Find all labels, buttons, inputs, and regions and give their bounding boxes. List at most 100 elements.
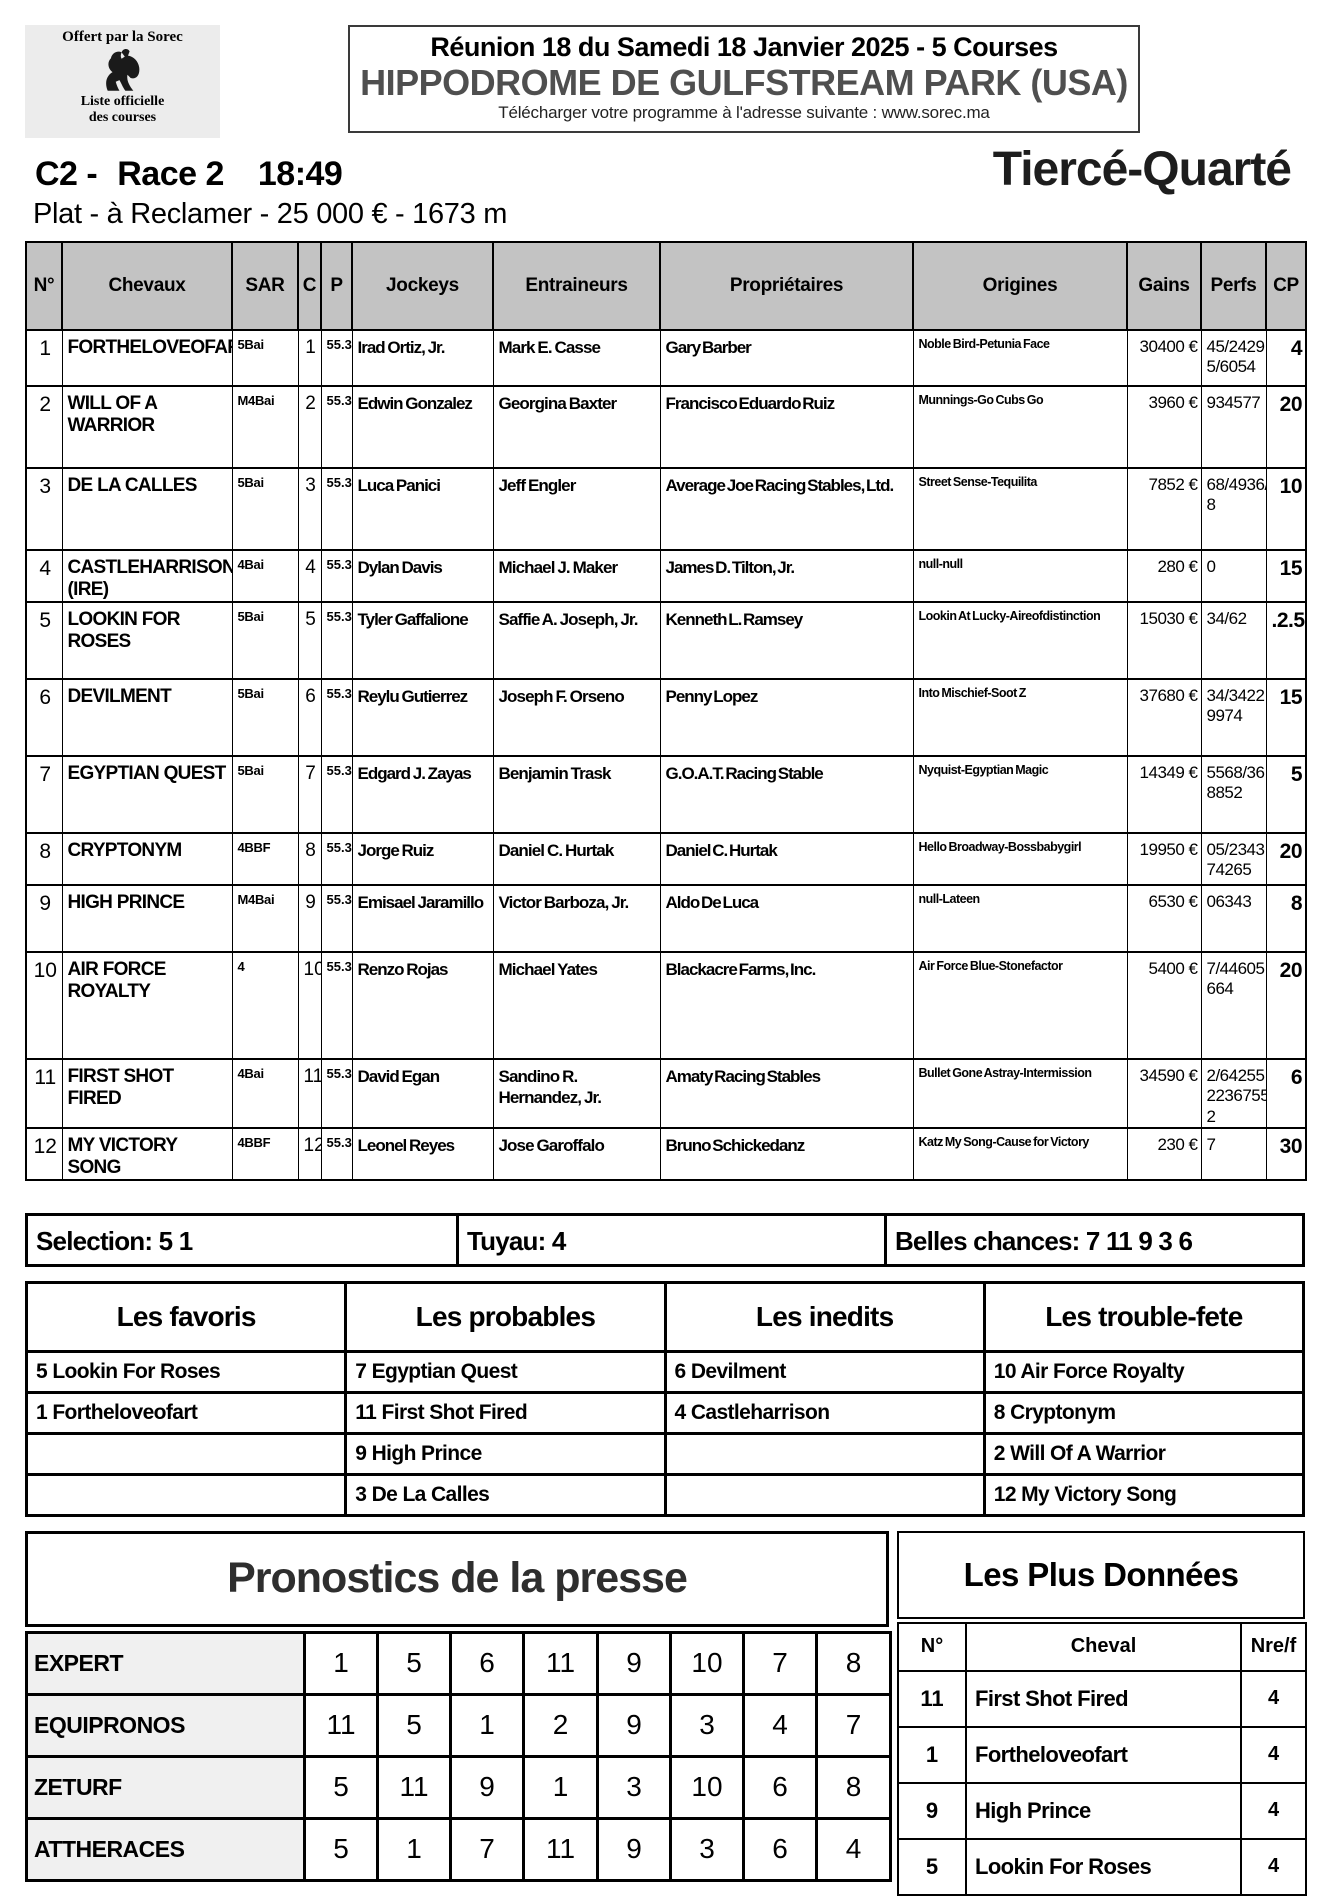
runner-sar: 4BBF [231,1127,299,1181]
runner-owner: Aldo De Luca [659,884,914,953]
most-given-table: N° Cheval Nre/f 11 First Shot Fired 4 [897,1621,1307,1896]
press-pick-8: 7 [815,1692,892,1758]
runner-horse-name: FORTHELOVEOFART [61,329,233,387]
runner-trainer: Michael J. Maker [492,549,661,603]
press-pick-4: 2 [522,1692,599,1758]
runner-row: 5 LOOKIN FOR ROSES 5Bai 5 55.3 Tyler Gaf… [25,601,1307,680]
runner-row: 1 FORTHELOVEOFART 5Bai 1 55.3 Irad Ortiz… [25,329,1307,387]
picks-cell-probables: 7 Egyptian Quest [344,1349,667,1394]
runner-number: 6 [25,678,63,757]
press-pick-1: 11 [303,1692,379,1758]
runner-c: 11 [297,1057,322,1130]
runner-trainer: Jose Garoffalo [492,1127,661,1181]
runner-jockey: Emisael Jaramillo [351,884,494,953]
most-cell-nre: 4 [1240,1669,1307,1728]
runner-row: 11 FIRST SHOT FIRED 4Bai 11 55.3 David E… [25,1057,1307,1130]
runner-number: 5 [25,601,63,680]
runner-jockey: Luca Panici [351,467,494,551]
runner-earnings: 5400 € [1126,951,1202,1060]
press-pick-3: 7 [449,1816,525,1882]
col-header-chevaux: Chevaux [61,241,233,331]
col-header-jockeys: Jockeys [351,241,494,331]
runner-horse-name: HIGH PRINCE [61,884,233,953]
most-header-nre: Nre/f [1240,1621,1307,1672]
runner-owner: Francisco Eduardo Ruiz [659,385,914,469]
picks-cell-probables: 9 High Prince [344,1431,667,1476]
runner-owner: Blackacre Farms, Inc. [659,951,914,1060]
runner-weight: 55.3 [320,832,353,886]
most-header-cheval: Cheval [965,1621,1242,1672]
picks-row: 1 Fortheloveofart 11 First Shot Fired 4 … [24,1390,1306,1435]
runner-row: 2 WILL OF A WARRIOR M4Bai 2 55.3 Edwin G… [25,385,1307,469]
runner-c: 3 [297,467,322,551]
press-pick-6: 3 [669,1692,745,1758]
most-given-box: Les Plus Données N° Cheval Nre/f [897,1530,1307,1896]
horse-icon [27,46,218,94]
runner-c: 6 [297,678,322,757]
runner-trainer: Mark E. Casse [492,329,661,387]
runner-cp: 20 [1265,832,1307,886]
most-given-row: 1 Fortheloveofart 4 [897,1725,1307,1784]
picks-cell-favoris: 5 Lookin For Roses [24,1349,348,1394]
runner-weight: 55.3 [320,329,353,387]
press-pick-1: 5 [303,1816,379,1882]
picks-cell-favoris [24,1431,348,1476]
runner-sar: 4BBF [231,832,299,886]
picks-cell-favoris [24,1472,348,1517]
runners-table: N° Chevaux SAR C P Jockeys Entraineurs P… [25,241,1307,1181]
most-cell-cheval: Lookin For Roses [965,1837,1242,1896]
runner-perfs: 7 [1200,1127,1267,1181]
runner-trainer: Benjamin Trask [492,755,661,834]
press-pick-3: 6 [449,1630,525,1696]
runner-sar: M4Bai [231,385,299,469]
runner-row: 9 HIGH PRINCE M4Bai 9 55.3 Emisael Jaram… [25,884,1307,953]
runner-cp: 15 [1265,549,1307,603]
col-header-sar: SAR [231,241,299,331]
selection-bar: Selection: 5 1 Tuyau: 4 Belles chances: … [25,1212,1305,1267]
logo-bottom-text: Liste officielle des courses [80,94,165,126]
runner-number: 11 [25,1057,63,1130]
runner-cp: 8 [1265,884,1307,953]
press-box: Pronostics de la presse EXPERT 1 5 6 [25,1530,892,1896]
runners-header-row: N° Chevaux SAR C P Jockeys Entraineurs P… [25,241,1307,331]
runner-horse-name: LOOKIN FOR ROSES [61,601,233,680]
runner-weight: 55.3 [320,951,353,1060]
runner-origins: Hello Broadway-Bossbabygirl [912,832,1128,886]
tuyau-text: Tuyau: 4 [455,1215,884,1264]
runner-weight: 55.3 [320,1057,353,1130]
press-pick-4: 1 [522,1754,599,1820]
runner-trainer: Jeff Engler [492,467,661,551]
runner-horse-name: EGYPTIAN QUEST [61,755,233,834]
runner-earnings: 19950 € [1126,832,1202,886]
picks-cell-probables: 11 First Shot Fired [344,1390,667,1435]
most-header-num: N° [897,1621,967,1672]
col-header-num: N° [25,241,63,331]
press-pick-4: 11 [522,1816,599,1882]
runner-cp: 10 [1265,467,1307,551]
runner-jockey: Edwin Gonzalez [351,385,494,469]
bet-type-label: Tiercé-Quarté [992,143,1292,196]
runner-sar: M4Bai [231,884,299,953]
picks-cell-inedits [663,1472,986,1517]
runner-sar: 5Bai [231,755,299,834]
runner-row: 6 DEVILMENT 5Bai 6 55.3 Reylu Gutierrez … [25,678,1307,757]
runner-jockey: Edgard J. Zayas [351,755,494,834]
runner-c: 9 [297,884,322,953]
runner-cp: .2.5 [1265,601,1307,680]
most-cell-num: 9 [897,1781,967,1840]
runner-origins: null-Lateen [912,884,1128,953]
runner-c: 5 [297,601,322,680]
picks-cell-trouble-fete: 2 Will Of A Warrior [982,1431,1306,1476]
runner-perfs: 05/2343 74265 [1200,832,1267,886]
most-cell-cheval: High Prince [965,1781,1242,1840]
picks-cell-inedits [663,1431,986,1476]
runner-owner: Bruno Schickedanz [659,1127,914,1181]
runner-perfs: 34/3422 9974 [1200,678,1267,757]
press-pick-6: 10 [669,1630,745,1696]
runner-perfs: 06343 [1200,884,1267,953]
press-pick-2: 5 [376,1630,452,1696]
runner-earnings: 14349 € [1126,755,1202,834]
press-pick-5: 3 [596,1754,672,1820]
press-pick-7: 6 [742,1754,818,1820]
